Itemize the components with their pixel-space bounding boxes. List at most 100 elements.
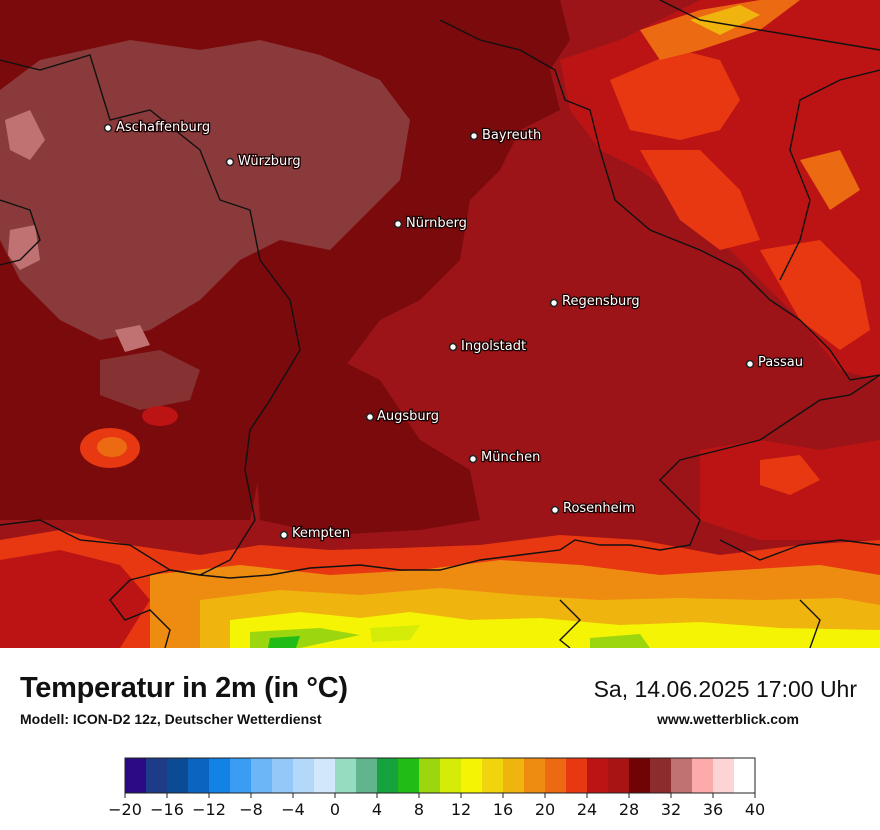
legend-bin bbox=[293, 758, 315, 793]
city-wuerzburg[interactable]: Würzburg bbox=[225, 153, 302, 170]
city-bayreuth[interactable]: Bayreuth bbox=[469, 127, 543, 144]
legend-bin bbox=[251, 758, 273, 793]
city-dot bbox=[365, 412, 375, 422]
legend-color-bins bbox=[125, 758, 756, 793]
legend-bin bbox=[419, 758, 441, 793]
temperature-field-warm-center bbox=[250, 350, 480, 535]
city-dot bbox=[279, 530, 289, 540]
temperature-field-alps-lime-2 bbox=[590, 634, 650, 648]
city-dot bbox=[745, 359, 755, 369]
city-dot bbox=[448, 342, 458, 352]
legend-bin bbox=[377, 758, 399, 793]
city-nuernberg[interactable]: Nürnberg bbox=[393, 215, 468, 232]
border-lake-constance bbox=[109, 569, 171, 648]
city-passau[interactable]: Passau bbox=[745, 354, 804, 371]
temperature-field-hottest-patch-2 bbox=[8, 225, 40, 270]
city-label: Würzburg bbox=[238, 154, 301, 169]
city-dot bbox=[225, 157, 235, 167]
city-markers: Aschaffenburg Würzburg Bayreuth Nürnberg… bbox=[103, 119, 804, 542]
legend-bin bbox=[734, 758, 756, 793]
legend-tick-label: 8 bbox=[414, 800, 424, 819]
legend-tick-label: 16 bbox=[493, 800, 513, 819]
city-muenchen[interactable]: München bbox=[468, 449, 542, 466]
temperature-field-red-pocket bbox=[142, 406, 178, 426]
city-label: Ingolstadt bbox=[461, 339, 526, 354]
temperature-field-southwest bbox=[0, 550, 150, 648]
legend-bin bbox=[167, 758, 189, 793]
temperature-field-orange-core bbox=[97, 437, 127, 457]
temperature-field-orange-east-3 bbox=[760, 240, 870, 350]
legend-tick-label: 12 bbox=[451, 800, 471, 819]
legend-bin bbox=[314, 758, 336, 793]
legend-tick-label: −16 bbox=[150, 800, 184, 819]
legend-bin bbox=[335, 758, 357, 793]
legend-tick-label: 40 bbox=[745, 800, 765, 819]
legend-bin bbox=[650, 758, 672, 793]
legend-bin bbox=[188, 758, 210, 793]
border-austria bbox=[169, 374, 880, 579]
legend-tick-label: 24 bbox=[577, 800, 597, 819]
map-title: Temperatur in 2m (in °C) bbox=[20, 672, 348, 704]
city-ingolstadt[interactable]: Ingolstadt bbox=[448, 338, 527, 355]
legend-bin bbox=[566, 758, 588, 793]
website-link[interactable]: www.wetterblick.com bbox=[657, 711, 799, 727]
city-label: Bayreuth bbox=[482, 128, 541, 143]
legend-bin bbox=[230, 758, 252, 793]
legend-bin bbox=[125, 758, 147, 793]
city-label: Rosenheim bbox=[563, 501, 635, 516]
border-bavaria-west bbox=[0, 54, 301, 576]
border-north-east bbox=[659, 0, 880, 51]
legend-tick-label: 20 bbox=[535, 800, 555, 819]
city-dot bbox=[103, 123, 113, 133]
temperature-field-orange-southeast bbox=[760, 455, 820, 495]
city-label: Aschaffenburg bbox=[116, 120, 210, 135]
legend-bin bbox=[713, 758, 735, 793]
legend-bin bbox=[482, 758, 504, 793]
temperature-field-hottest-patch-3 bbox=[115, 325, 150, 352]
city-dot bbox=[468, 454, 478, 464]
border-salzburg bbox=[799, 599, 821, 648]
forecast-datetime: Sa, 14.06.2025 17:00 Uhr bbox=[593, 676, 857, 702]
legend-tick-label: −12 bbox=[192, 800, 226, 819]
legend-bin bbox=[692, 758, 714, 793]
legend-bin bbox=[608, 758, 630, 793]
legend-bin bbox=[356, 758, 378, 793]
city-rosenheim[interactable]: Rosenheim bbox=[550, 500, 636, 517]
borders bbox=[0, 0, 880, 648]
legend-tick-label: 32 bbox=[661, 800, 681, 819]
city-dot bbox=[549, 298, 559, 308]
temperature-field-hot-north bbox=[0, 40, 410, 340]
city-regensburg[interactable]: Regensburg bbox=[549, 293, 641, 310]
legend-tick-label: 28 bbox=[619, 800, 639, 819]
legend-tick-label: −8 bbox=[239, 800, 263, 819]
temperature-field-alps-yellowgreen bbox=[370, 625, 420, 642]
city-dot bbox=[550, 505, 560, 515]
temperature-field-orange-east-1 bbox=[610, 50, 740, 140]
legend-tick-label: −4 bbox=[281, 800, 305, 819]
legend-frame bbox=[124, 757, 756, 794]
legend-bin bbox=[629, 758, 651, 793]
legend-bin bbox=[272, 758, 294, 793]
city-aschaffenburg[interactable]: Aschaffenburg bbox=[103, 119, 211, 136]
color-legend: −20 −16 −12 −8 −4 0 4 8 12 16 20 24 28 32 36 40 bbox=[108, 757, 765, 819]
model-source: Modell: ICON-D2 12z, Deutscher Wetterdie… bbox=[20, 711, 322, 727]
legend-bin bbox=[587, 758, 609, 793]
legend-bin bbox=[524, 758, 546, 793]
border-czech bbox=[439, 19, 880, 381]
border-tirol bbox=[558, 599, 581, 648]
legend-tick-label: 4 bbox=[372, 800, 382, 819]
city-dot bbox=[393, 219, 403, 229]
temperature-field-hottest-patch-1 bbox=[5, 110, 45, 160]
legend-bin bbox=[545, 758, 567, 793]
legend-tick-label: 0 bbox=[330, 800, 340, 819]
map-canvas: Aschaffenburg Würzburg Bayreuth Nürnberg… bbox=[0, 0, 880, 648]
border-east-inner bbox=[779, 69, 880, 281]
city-augsburg[interactable]: Augsburg bbox=[365, 408, 440, 425]
legend-bin bbox=[461, 758, 483, 793]
city-label: Augsburg bbox=[377, 409, 439, 424]
legend-bin bbox=[440, 758, 462, 793]
city-kempten[interactable]: Kempten bbox=[279, 525, 351, 542]
legend-bin bbox=[398, 758, 420, 793]
temperature-field-alps-green bbox=[268, 636, 300, 648]
city-label: Regensburg bbox=[562, 294, 640, 309]
